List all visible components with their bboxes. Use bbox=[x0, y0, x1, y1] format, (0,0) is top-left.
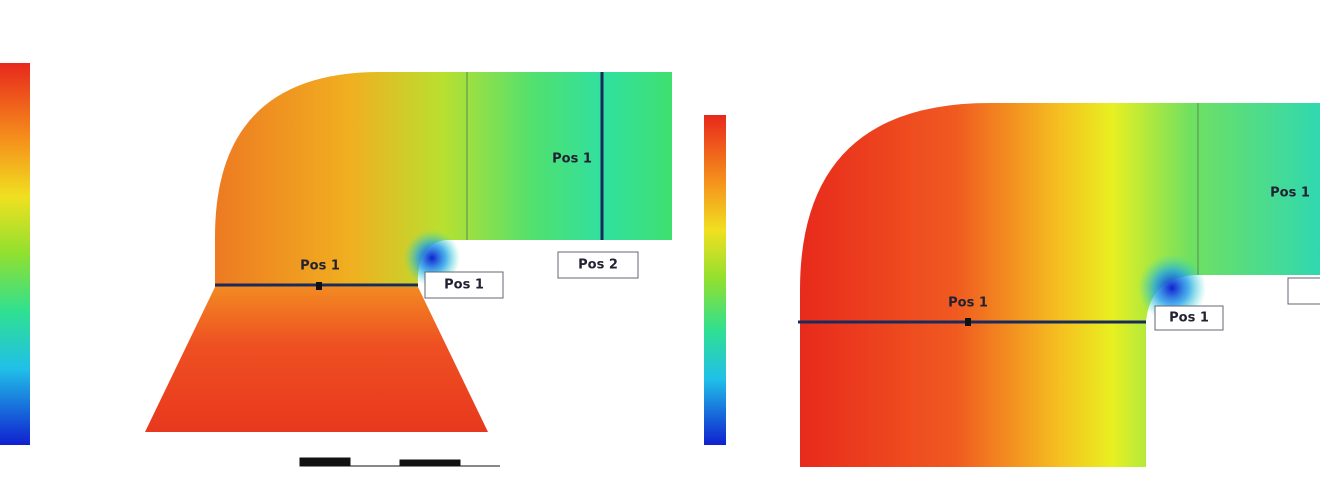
label-box bbox=[1287, 277, 1320, 305]
scale-bar bbox=[299, 457, 500, 467]
label: Pos 1 bbox=[300, 259, 340, 274]
probe-point bbox=[965, 318, 971, 326]
right-color-bar bbox=[704, 115, 726, 445]
label-box bbox=[424, 271, 504, 299]
right-low-spot bbox=[1138, 254, 1206, 322]
label: Pos 1 bbox=[552, 152, 592, 167]
label: Pos 1 bbox=[1270, 186, 1310, 201]
label: Pos 2 bbox=[578, 258, 618, 273]
label: Pos 1 bbox=[1169, 311, 1209, 326]
label: Pos 1 bbox=[444, 278, 484, 293]
label-box bbox=[1154, 305, 1224, 331]
left-diffuser bbox=[145, 287, 488, 432]
right-elbow bbox=[800, 103, 1320, 467]
label-box bbox=[557, 251, 639, 279]
probe-point bbox=[316, 282, 322, 290]
label: Pos 1 bbox=[948, 296, 988, 311]
left-color-bar bbox=[0, 63, 30, 445]
left-elbow bbox=[215, 72, 672, 287]
